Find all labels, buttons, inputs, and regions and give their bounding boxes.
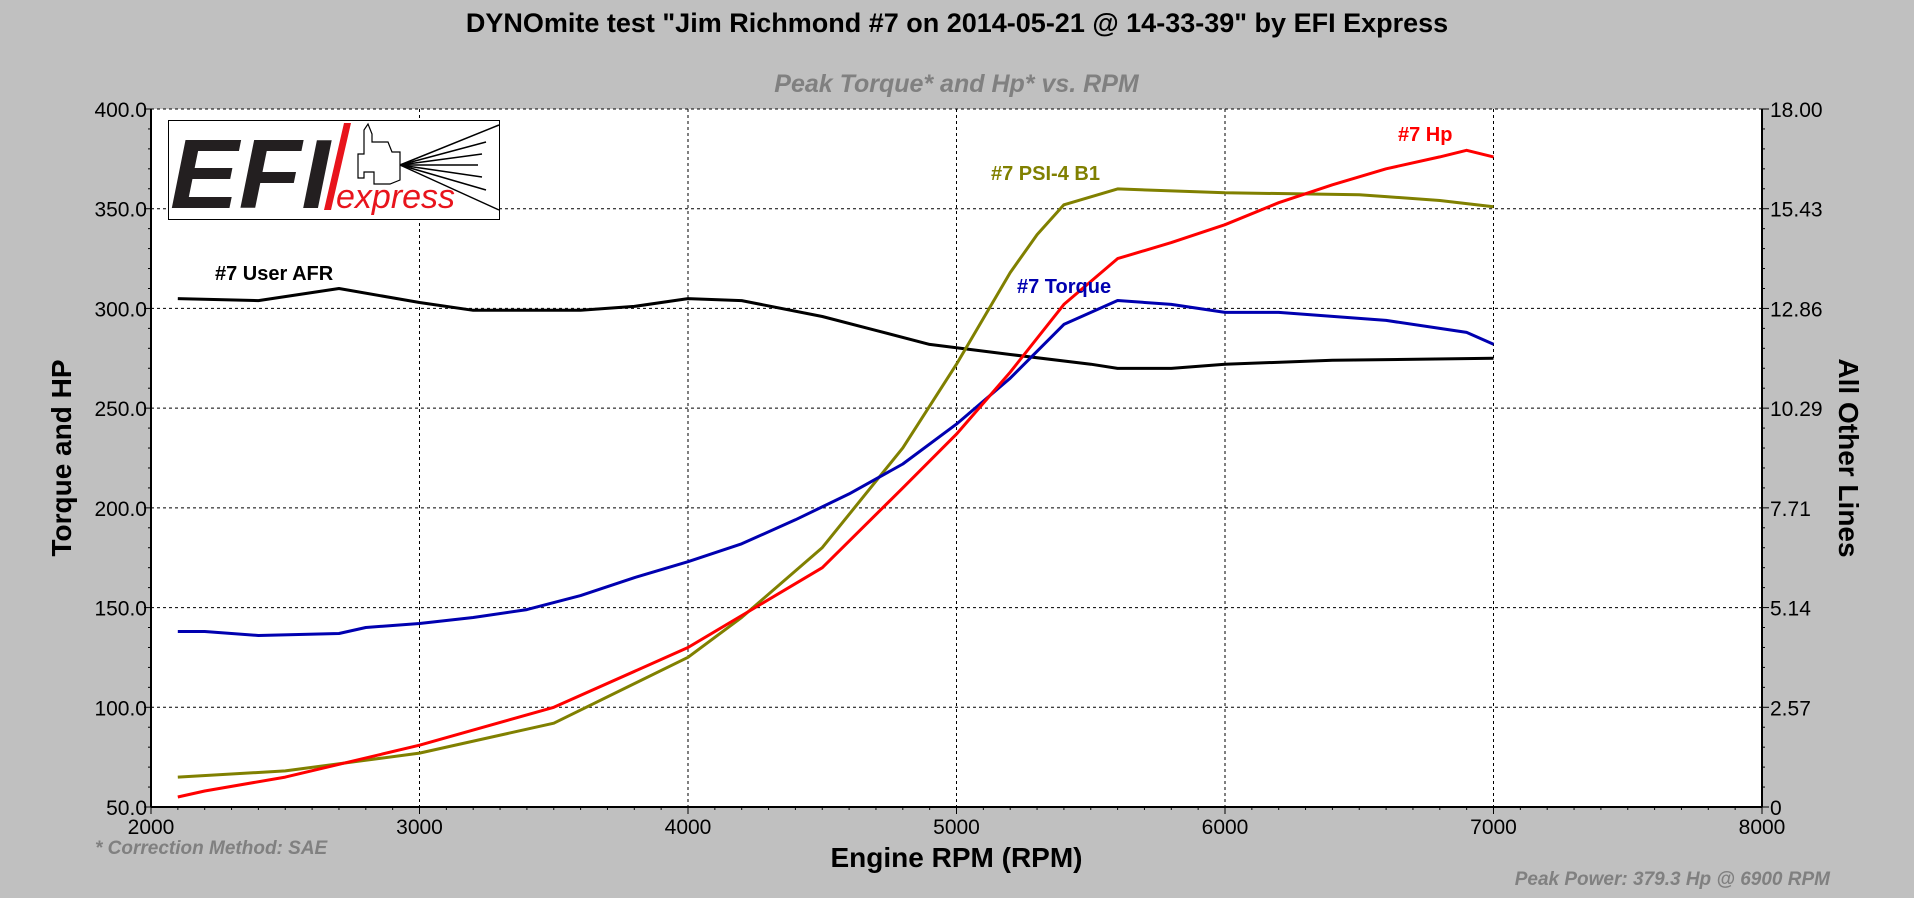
efi-express-logo: EFI express <box>168 120 500 220</box>
x-tick-label: 5000 <box>933 816 980 839</box>
x-tick-label: 4000 <box>665 816 712 839</box>
series-label-hp: #7 Hp <box>1398 124 1453 146</box>
svg-text:express: express <box>336 178 455 216</box>
y-tick-label-left: 300.0 <box>94 298 147 321</box>
y-tick-label-right: 15.43 <box>1770 199 1823 222</box>
y-tick-label-left: 150.0 <box>94 598 147 621</box>
series-line--7-hp <box>177 148 1494 799</box>
series-line--7-psi-4-b1 <box>177 187 1494 779</box>
series-line--7-torque <box>177 299 1495 637</box>
y-tick-label-right: 0 <box>1770 797 1782 820</box>
y-tick-label-right: 12.86 <box>1770 298 1823 321</box>
y-tick-label-right: 5.14 <box>1770 598 1811 621</box>
y-tick-label-right: 18.00 <box>1770 99 1823 122</box>
y-tick-label-left: 100.0 <box>94 697 147 720</box>
x-tick-label: 7000 <box>1470 816 1517 839</box>
x-axis-label: Engine RPM (RPM) <box>830 842 1083 873</box>
series-label-afr: #7 User AFR <box>215 263 334 285</box>
x-tick-label: 2000 <box>128 816 175 839</box>
y-tick-label-right: 10.29 <box>1770 398 1823 421</box>
y-tick-label-left: 50.0 <box>106 797 147 820</box>
y-axis-right-label: All Other Lines <box>1833 358 1864 558</box>
y-tick-label-left: 250.0 <box>94 398 147 421</box>
x-tick-label: 3000 <box>396 816 443 839</box>
y-tick-label-right: 2.57 <box>1770 697 1811 720</box>
y-tick-label-left: 400.0 <box>94 99 147 122</box>
correction-method-note: * Correction Method: SAE <box>95 838 328 859</box>
series-label-psi: #7 PSI-4 B1 <box>991 163 1100 185</box>
svg-text:EFI: EFI <box>170 120 332 220</box>
chart-title: DYNOmite test "Jim Richmond #7 on 2014-0… <box>465 8 1449 38</box>
chart-subtitle: Peak Torque* and Hp* vs. RPM <box>774 70 1139 98</box>
x-tick-label: 8000 <box>1739 816 1786 839</box>
y-tick-label-right: 7.71 <box>1770 498 1811 521</box>
x-tick-label: 6000 <box>1202 816 1249 839</box>
series-line--7-user-afr <box>177 287 1494 370</box>
series-label-torque: #7 Torque <box>1017 276 1112 298</box>
peak-power-note: Peak Power: 379.3 Hp @ 6900 RPM <box>1514 869 1830 890</box>
y-tick-label-left: 200.0 <box>94 498 147 521</box>
y-tick-label-left: 350.0 <box>94 199 147 222</box>
y-axis-left-label: Torque and HP <box>46 359 77 557</box>
